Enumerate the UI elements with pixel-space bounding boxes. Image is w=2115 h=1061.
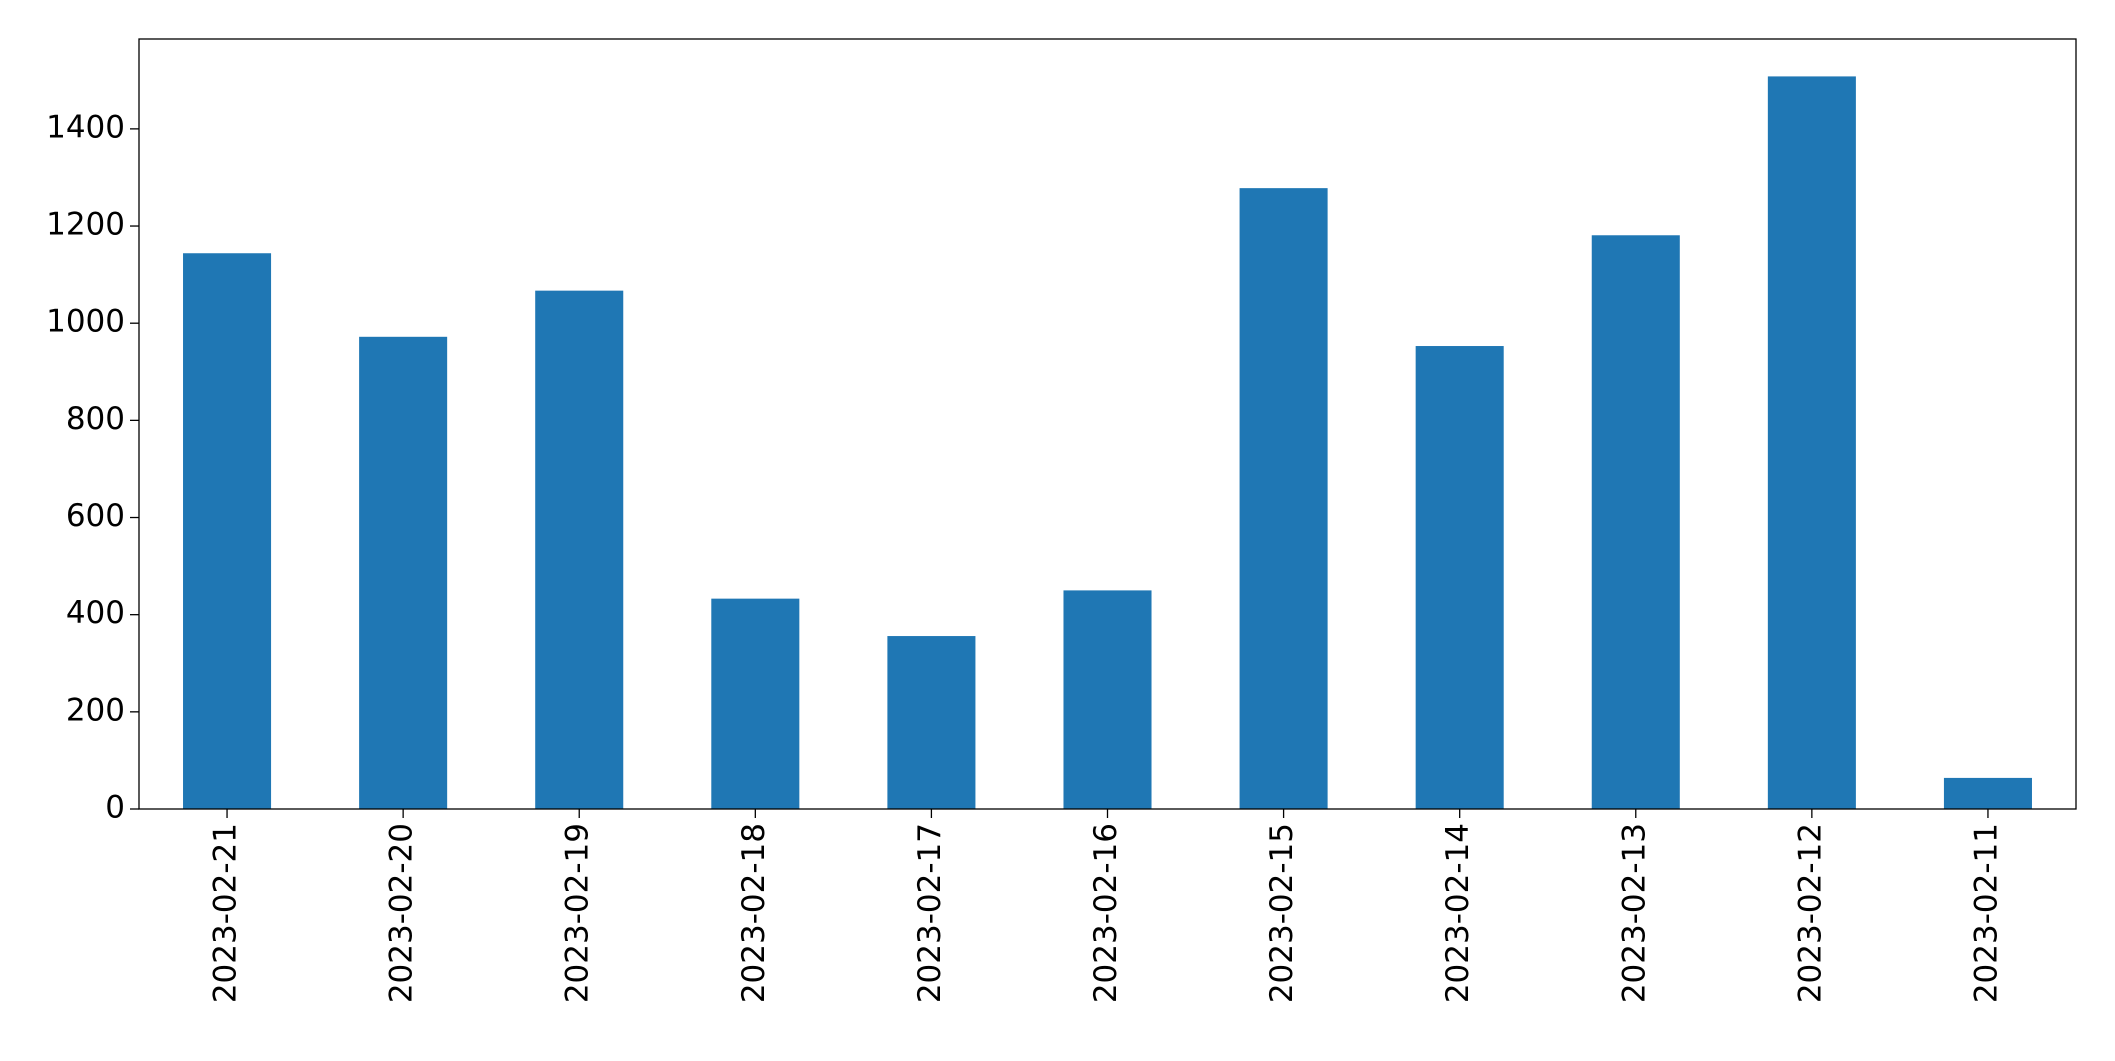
x-tick-label: 2023-02-19	[560, 823, 596, 1003]
bar	[1767, 76, 1856, 810]
bar	[359, 336, 448, 809]
x-tick-label: 2023-02-20	[384, 823, 420, 1003]
y-tick-label: 0	[105, 790, 125, 826]
bar	[1063, 590, 1152, 809]
bar	[1591, 235, 1680, 809]
y-tick-label: 800	[66, 401, 125, 437]
x-tick-label: 2023-02-11	[1968, 823, 2004, 1003]
bar	[1415, 346, 1504, 809]
x-tick-label: 2023-02-12	[1792, 823, 1828, 1003]
bar	[183, 253, 272, 809]
bar	[535, 290, 624, 809]
bar	[711, 598, 800, 809]
x-tick-label: 2023-02-21	[208, 823, 244, 1003]
bar	[887, 636, 976, 809]
bar	[1943, 777, 2032, 809]
x-tick-label: 2023-02-15	[1264, 823, 1300, 1003]
x-tick-label: 2023-02-14	[1440, 823, 1476, 1003]
x-tick-label: 2023-02-13	[1616, 823, 1652, 1003]
y-tick-label: 400	[66, 595, 125, 631]
y-tick-label: 1400	[46, 109, 125, 145]
bar	[1239, 188, 1328, 809]
y-tick-label: 1000	[46, 304, 125, 340]
x-tick-label: 2023-02-17	[912, 823, 948, 1003]
x-tick-label: 2023-02-16	[1088, 823, 1124, 1003]
y-tick-label: 1200	[46, 207, 125, 243]
y-tick-label: 600	[66, 498, 125, 534]
y-tick-label: 200	[66, 692, 125, 728]
plot-frame	[138, 38, 2077, 810]
x-tick-label: 2023-02-18	[736, 823, 772, 1003]
